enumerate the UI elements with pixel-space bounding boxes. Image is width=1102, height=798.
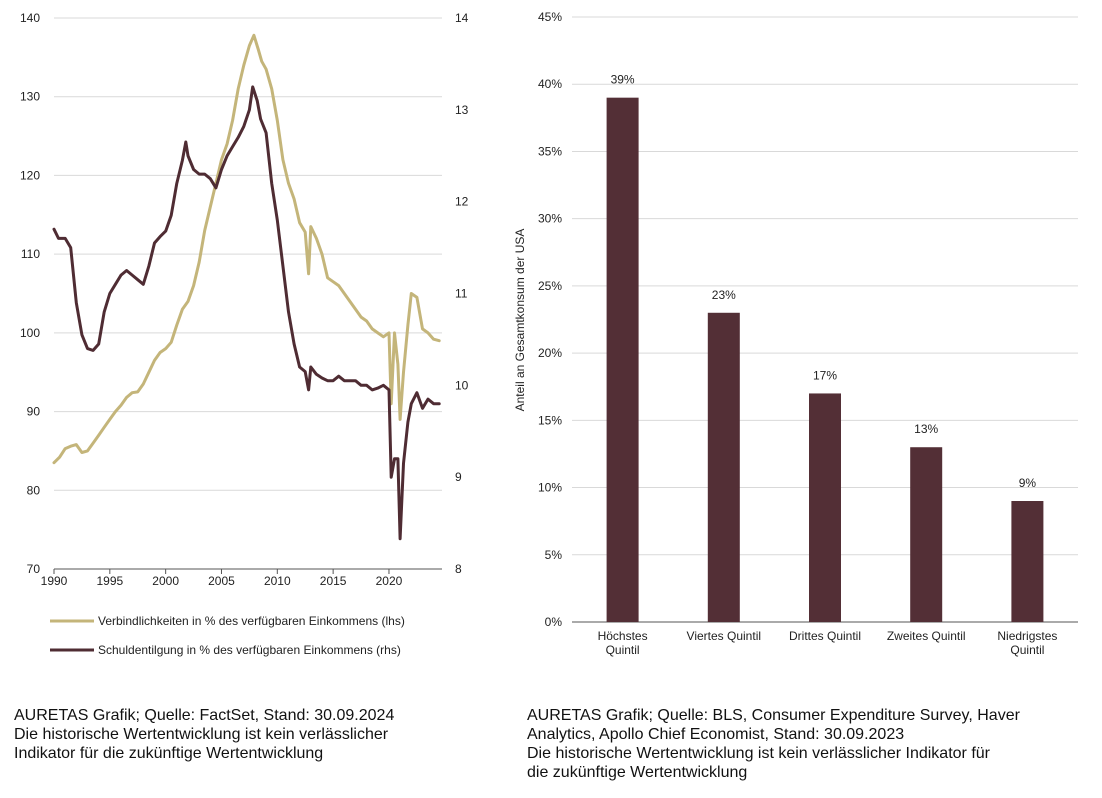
x-tick-label: 1990 (41, 574, 68, 588)
y-right-tick-label: 8 (455, 562, 462, 576)
y-tick-label: 0% (545, 615, 563, 629)
y-right-tick-label: 12 (455, 195, 469, 209)
category-label: Niedrigstes (997, 629, 1057, 643)
y-left-tick-label: 130 (20, 90, 40, 104)
charts-canvas: 70 80 90 100 110 120 130 140 8 9 10 11 12 13 14 1990 199… (20, 10, 1078, 657)
category-label: Höchstes (598, 629, 648, 643)
x-tick-label: 2005 (208, 574, 235, 588)
y-tick-label: 15% (538, 413, 562, 427)
y-left-tick-label: 140 (20, 11, 40, 25)
y-tick-label: 20% (538, 346, 562, 360)
data-label: 23% (712, 288, 736, 302)
y-left-tick-label: 110 (21, 247, 40, 261)
caption-right: AURETAS Grafik; Quelle: BLS, Consumer Ex… (527, 706, 1087, 782)
y-tick-label: 25% (538, 279, 562, 293)
bar (606, 97, 639, 622)
bar (1011, 501, 1044, 622)
y-left-tick-label: 120 (20, 168, 40, 182)
caption-line: die zukünftige Wertentwicklung (527, 764, 748, 781)
y-tick-label: 35% (538, 144, 562, 158)
legend-label: Verbindlichkeiten in % des verfügbaren E… (98, 614, 405, 628)
data-label: 13% (914, 422, 938, 436)
legend-label: Schuldentilgung in % des verfügbaren Ein… (98, 643, 401, 657)
x-tick-label: 2020 (376, 574, 403, 588)
y-tick-label: 10% (538, 481, 562, 495)
caption-line: AURETAS Grafik; Quelle: BLS, Consumer Ex… (527, 707, 1020, 724)
y-tick-label: 30% (538, 212, 562, 226)
y-tick-label: 40% (538, 77, 562, 91)
category-label: Zweites Quintil (887, 629, 966, 643)
x-tick-label: 2010 (264, 574, 291, 588)
y-right-tick-label: 9 (455, 470, 462, 484)
bar-chart: 0% 5% 10% 15% 20% 25% 30% 35% 40% 45% Anteil an Ge… (513, 10, 1078, 657)
category-label: Viertes Quintil (687, 629, 761, 643)
line-chart: 70 80 90 100 110 120 130 140 8 9 10 11 12 13 14 1990 199… (20, 11, 469, 657)
y-right-tick-label: 11 (455, 287, 468, 301)
y-tick-label: 5% (545, 548, 563, 562)
y-right-tick-label: 14 (455, 11, 469, 25)
caption-line: Analytics, Apollo Chief Economist, Stand… (527, 726, 905, 743)
caption-line: AURETAS Grafik; Quelle: FactSet, Stand: … (14, 707, 395, 724)
x-tick-label: 1995 (96, 574, 123, 588)
category-label: Quintil (1010, 643, 1044, 657)
x-tick-label: 2015 (320, 574, 347, 588)
category-label: Quintil (606, 643, 640, 657)
caption-line: Die historische Wertentwicklung ist kein… (14, 726, 389, 743)
data-label: 9% (1019, 476, 1037, 490)
series-line-verbindlichkeiten (52, 33, 441, 465)
caption-line: Die historische Wertentwicklung ist kein… (527, 745, 990, 762)
y-tick-label: 45% (538, 10, 562, 24)
x-tick-label: 2000 (152, 574, 179, 588)
y-left-tick-label: 100 (20, 326, 40, 340)
y-left-tick-label: 90 (27, 405, 41, 419)
data-label: 17% (813, 368, 837, 382)
data-label: 39% (611, 73, 635, 87)
y-left-tick-label: 70 (27, 562, 41, 576)
caption-left: AURETAS Grafik; Quelle: FactSet, Stand: … (14, 706, 474, 763)
category-label: Drittes Quintil (789, 629, 861, 643)
series-line-schuldentilgung (52, 85, 441, 541)
y-right-tick-label: 13 (455, 103, 469, 117)
bar (910, 447, 943, 622)
y-axis-label: Anteil an Gesamtkonsum der USA (513, 229, 527, 412)
y-right-tick-label: 10 (455, 378, 469, 392)
bar (707, 312, 740, 622)
bar (809, 393, 841, 622)
caption-line: Indikator für die zukünftige Wertentwick… (14, 745, 324, 762)
y-left-tick-label: 80 (27, 483, 41, 497)
